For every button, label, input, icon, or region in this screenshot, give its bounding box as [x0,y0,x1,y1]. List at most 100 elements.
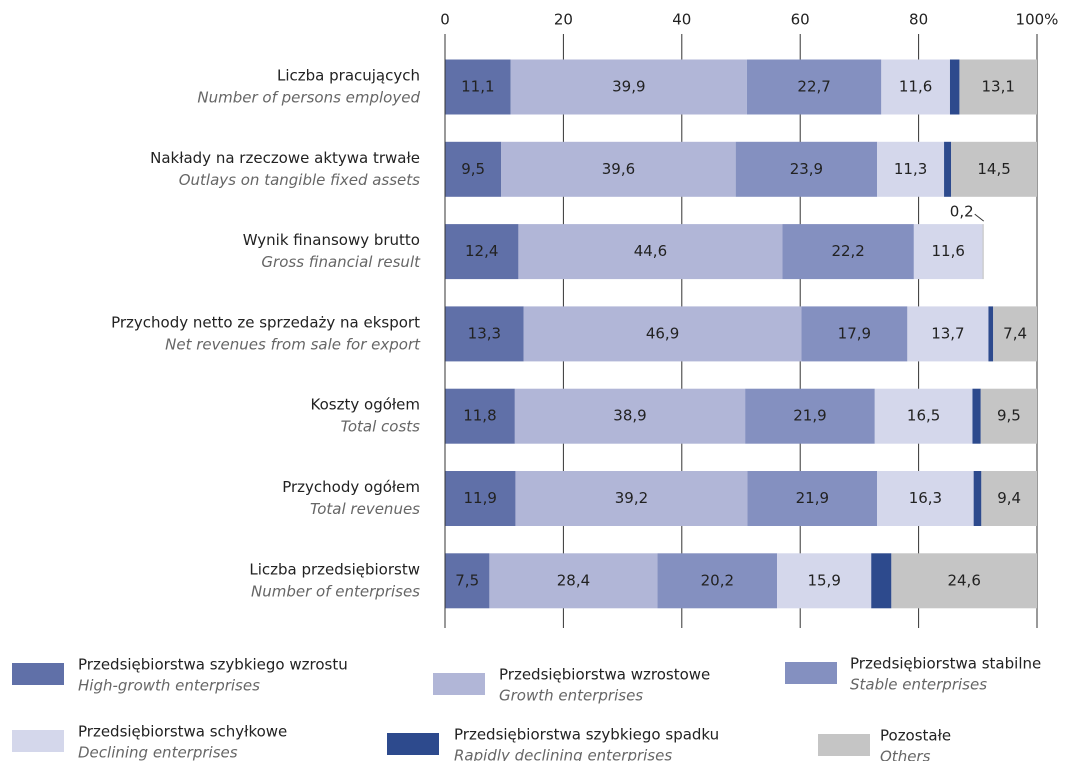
bar-segment [877,471,974,526]
leader-line [974,213,985,222]
bar-segment [988,306,994,362]
x-tick-label: 40 [672,11,691,29]
category-label: Wynik finansowy brutto [243,231,420,249]
value-label: 28,4 [557,571,590,589]
value-label: 46,9 [646,324,679,342]
value-label: 11,3 [894,160,927,178]
bar-segment [982,224,984,280]
value-label: 16,5 [907,407,940,425]
bar-segment [801,306,908,362]
bar-segment [510,59,747,115]
value-label: 9,4 [997,489,1021,507]
value-label: 11,6 [899,78,932,96]
bar-segment [747,471,878,526]
value-label: 16,3 [909,489,942,507]
bar-segment [949,59,960,115]
value-label: 21,9 [796,489,829,507]
category-label-en: Total revenues [310,500,420,518]
bar-segment [735,141,878,197]
value-label: 21,9 [793,407,826,425]
x-tick-label: 60 [791,11,810,29]
bar-segment [657,553,778,609]
bar-segment [907,306,989,362]
category-label: Nakłady na rzeczowe aktywa trwałe [150,149,420,167]
bar-segment [980,388,1037,444]
value-label: 11,1 [461,78,494,96]
bar-segment [981,471,1037,526]
category-label: Przychody netto ze sprzedaży na eksport [111,313,420,331]
bar-segment [518,224,783,280]
bar-segment [445,224,519,280]
category-label-en: Number of persons employed [197,89,420,107]
value-label: 39,6 [602,160,635,178]
value-label: 17,9 [838,324,871,342]
bar-segment [445,471,516,526]
category-label-en: Number of enterprises [251,582,420,600]
bar-segment [881,59,950,115]
value-label: 9,5 [461,160,485,178]
value-label: 11,9 [464,489,497,507]
value-label: 39,2 [615,489,648,507]
legend-swatch [12,730,64,752]
legend-label-en: Others [880,748,931,761]
x-tick-label: 20 [554,11,573,29]
x-tick-label: 100% [1016,11,1059,29]
category-label-en: Outlays on tangible fixed assets [179,171,420,189]
bar-segment [951,141,1037,197]
legend-label: Przedsiębiorstwa szybkiego wzrostu [78,656,348,674]
bar-segment [959,59,1037,115]
value-label: 12,4 [465,242,498,260]
bar-segment [445,141,502,197]
value-label: 7,4 [1003,324,1027,342]
bar-segment [445,59,511,115]
value-label: 9,5 [997,407,1021,425]
bar-segment [445,553,490,609]
x-tick-label: 80 [909,11,928,29]
value-label: 0,2 [950,203,974,221]
category-label: Przychody ogółem [282,478,420,496]
bar-segment [874,388,973,444]
value-label: 14,5 [977,160,1010,178]
bar-segment [523,306,802,362]
legend-label-en: High-growth enterprises [78,677,260,695]
legend-label-en: Rapidly declining enterprises [454,747,672,761]
bar-segment [891,553,1037,609]
legend-label-en: Stable enterprises [850,676,987,694]
bar-segment [745,388,875,444]
legend-label: Przedsiębiorstwa wzrostowe [499,666,710,684]
bar-segment [877,141,945,197]
legend-swatch [387,733,439,755]
bar-segment [501,141,736,197]
value-label: 23,9 [790,160,823,178]
value-label: 13,3 [468,324,501,342]
value-label: 22,7 [797,78,830,96]
value-label: 15,9 [807,571,840,589]
value-label: 13,1 [982,78,1015,96]
value-label: 38,9 [613,407,646,425]
category-label-en: Total costs [341,418,421,436]
bar-segment [871,553,892,609]
bar-segment [489,553,658,609]
legend-swatch [785,662,837,684]
bar-segment [514,388,746,444]
value-label: 11,6 [931,242,964,260]
value-label: 20,2 [701,571,734,589]
category-label: Liczba pracujących [277,67,420,85]
value-label: 44,6 [634,242,667,260]
legend-swatch [12,663,64,685]
bar-segment [445,306,524,362]
value-label: 11,8 [463,407,496,425]
bar-segment [746,59,882,115]
category-label-en: Gross financial result [261,253,421,271]
value-label: 7,5 [455,571,479,589]
category-label: Koszty ogółem [311,396,420,414]
legend-swatch [433,673,485,695]
value-label: 39,9 [612,78,645,96]
legend-label-en: Declining enterprises [78,744,238,761]
legend-label: Przedsiębiorstwa szybkiego spadku [454,726,719,744]
category-label-en: Net revenues from sale for export [165,335,421,353]
value-label: 13,7 [931,324,964,342]
bar-segment [972,388,981,444]
bar-segment [782,224,914,280]
